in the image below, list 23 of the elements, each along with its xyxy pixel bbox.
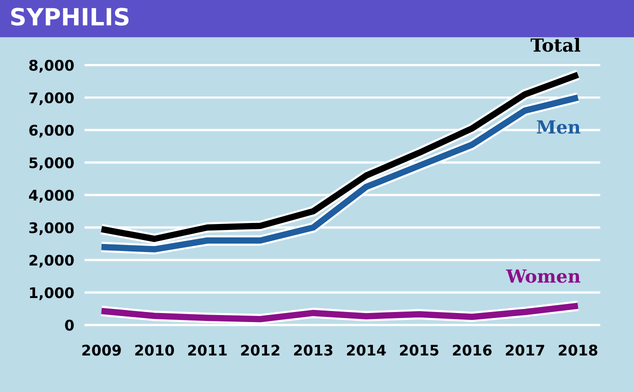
x-tick-label: 2017 (506, 344, 544, 356)
y-tick-label: 2,000 (30, 254, 74, 268)
series-label: Total (530, 38, 580, 52)
y-tick-label: 6,000 (29, 124, 74, 138)
x-tick-label: 2012 (241, 344, 280, 356)
y-tick-label: 3,000 (29, 222, 74, 236)
y-tick-label: 7,000 (29, 92, 74, 106)
x-tick-label: 2015 (400, 344, 438, 356)
x-tick-label: 2014 (347, 344, 386, 356)
y-tick-label: 5,000 (29, 157, 74, 170)
x-tick-label: 2016 (452, 344, 492, 356)
x-tick-label: 2018 (558, 344, 598, 356)
series-label: Men (536, 120, 580, 134)
y-tick-label: 8,000 (29, 60, 74, 73)
y-tick-label: 0 (65, 320, 74, 331)
y-tick-label: 4,000 (29, 190, 74, 203)
x-tick-label: 2010 (135, 344, 174, 356)
x-tick-label: 2011 (188, 344, 227, 356)
series-label: Women (506, 269, 580, 283)
x-tick-label: 2009 (82, 344, 121, 356)
y-tick-label: 1,000 (30, 287, 74, 300)
chart-title: SYPHILIS (11, 8, 129, 26)
x-tick-label: 2013 (294, 344, 332, 356)
